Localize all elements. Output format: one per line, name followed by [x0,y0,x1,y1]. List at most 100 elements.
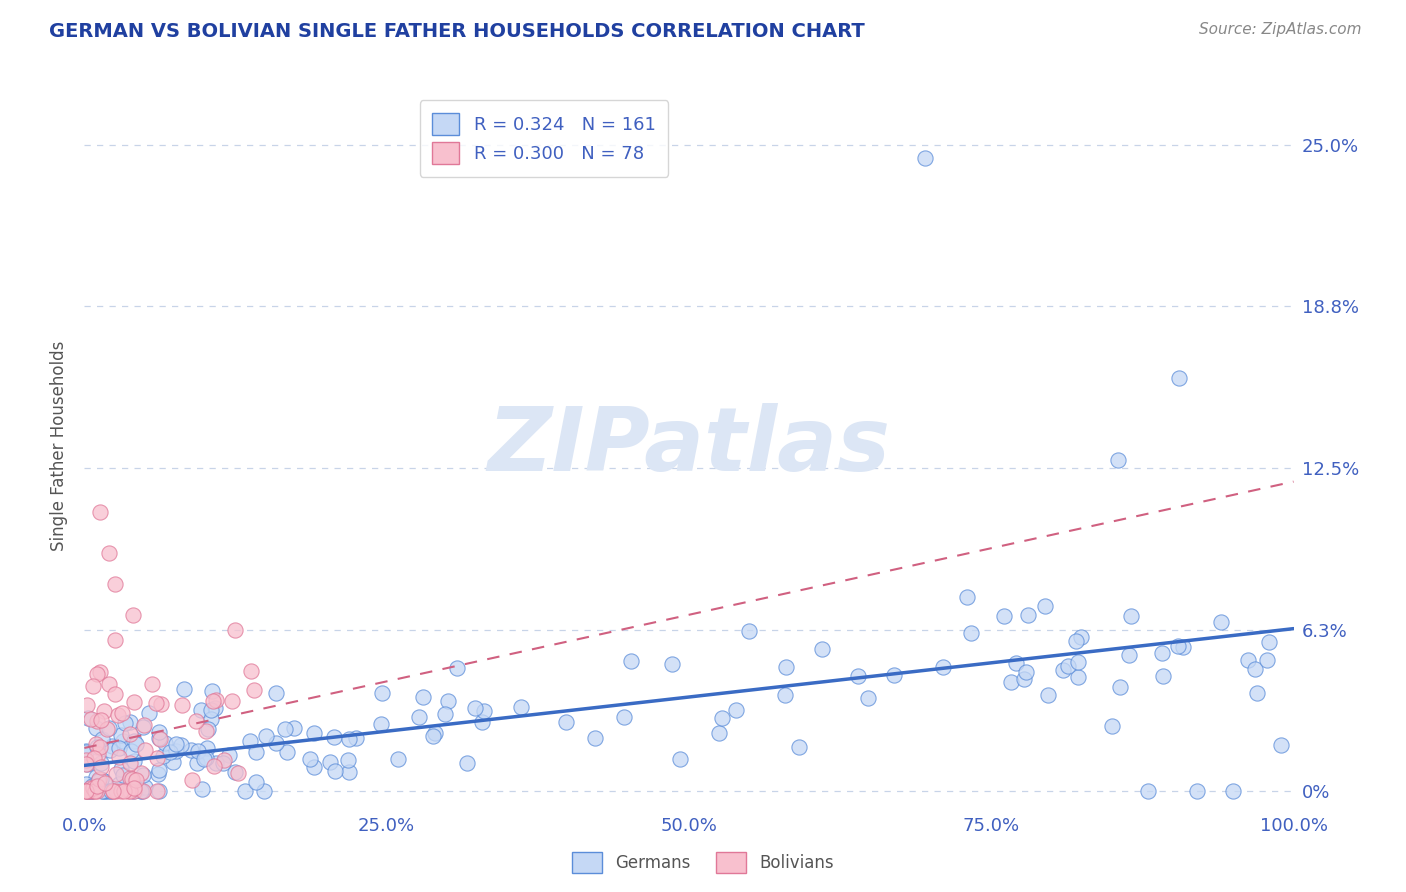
Point [100,739,122,753]
Point [145,697,167,711]
Point [1109,680,1132,694]
Point [464,701,486,715]
Point [181,772,204,787]
Point [254,729,277,743]
Point [337,765,360,780]
Point [205,756,228,771]
Point [472,704,495,718]
Point [82,679,104,693]
Point [98,784,121,798]
Point [122,781,145,796]
Point [184,714,207,729]
Point [370,716,392,731]
Point [1118,648,1140,662]
Point [90,760,112,774]
Point [245,745,267,759]
Point [104,687,127,701]
Point [75,744,97,758]
Point [121,772,143,787]
Point [170,739,193,753]
Point [195,740,218,755]
Point [110,728,132,742]
Point [173,681,195,696]
Point [86,667,108,681]
Point [408,710,430,724]
Point [162,756,184,770]
Point [120,772,142,786]
Point [274,722,297,736]
Point [1101,719,1123,733]
Point [1107,453,1129,467]
Point [80,784,103,798]
Point [661,657,683,671]
Point [124,775,146,789]
Point [93,704,115,718]
Point [75,753,97,767]
Point [1067,655,1090,669]
Text: ZIPatlas: ZIPatlas [488,402,890,490]
Point [84,784,107,798]
Point [956,591,979,605]
Point [104,766,127,780]
Point [1064,634,1087,648]
Point [1005,657,1028,671]
Point [204,700,226,714]
Point [89,665,111,679]
Point [76,757,98,772]
Point [107,707,129,722]
Point [100,784,122,798]
Point [1209,615,1232,629]
Point [1137,784,1160,798]
Point [77,711,100,725]
Point [165,744,187,758]
Point [125,737,148,751]
Point [412,690,434,705]
Point [105,784,128,798]
Point [1036,688,1059,702]
Point [1012,673,1035,687]
Point [218,747,240,762]
Point [202,759,225,773]
Point [245,775,267,789]
Point [75,777,97,791]
Legend: Germans, Bolivians: Germans, Bolivians [565,846,841,880]
Point [240,664,263,678]
Point [446,661,468,675]
Point [811,641,834,656]
Point [224,624,246,638]
Point [1257,635,1279,649]
Point [127,781,149,796]
Point [104,577,127,591]
Point [76,784,98,798]
Point [94,776,117,790]
Point [191,781,214,796]
Point [1052,663,1074,677]
Point [323,731,346,745]
Point [201,694,224,708]
Point [195,750,218,764]
Point [304,760,326,774]
Point [456,756,478,770]
Point [197,722,219,736]
Point [89,505,111,519]
Point [725,703,748,717]
Point [87,772,110,786]
Point [129,784,152,798]
Point [1067,670,1090,684]
Point [931,659,953,673]
Point [211,756,233,770]
Point [103,784,125,798]
Point [298,752,321,766]
Point [80,784,103,798]
Point [148,784,170,798]
Point [221,694,243,708]
Point [134,743,156,757]
Point [98,677,121,691]
Text: Source: ZipAtlas.com: Source: ZipAtlas.com [1198,22,1361,37]
Point [187,744,209,758]
Point [993,609,1015,624]
Point [789,739,811,754]
Point [110,706,132,720]
Point [90,756,112,771]
Point [264,736,287,750]
